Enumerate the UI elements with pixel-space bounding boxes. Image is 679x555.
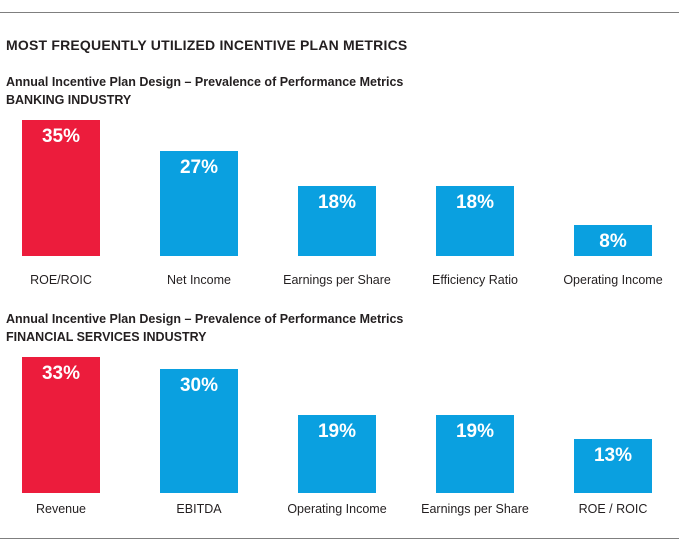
bar-2-5 [574,439,652,493]
value-label-1-1: 35% [42,126,80,147]
bar-2-4 [436,415,514,493]
bottom-divider [0,538,679,539]
value-label-2-5: 13% [594,445,632,466]
chart-2-industry: FINANCIAL SERVICES INDUSTRY [6,330,207,344]
category-label-1-4: Efficiency Ratio [432,273,518,287]
category-label-1-5: Operating Income [563,273,662,287]
chart-2-bars: 33% Revenue 30% EBITDA 19% Operating Income 19… [22,357,652,516]
bar-2-1 [22,357,100,493]
page-title: MOST FREQUENTLY UTILIZED INCENTIVE PLAN … [6,37,408,53]
chart-1-container: 35% ROE/ROIC 27% Net Income 18% Earnings per … [0,120,679,292]
category-label-1-2: Net Income [167,273,231,287]
category-label-2-4: Earnings per Share [421,502,529,516]
value-label-2-2: 30% [180,375,218,396]
bar-1-4 [436,186,514,256]
category-label-2-5: ROE / ROIC [579,502,648,516]
value-label-1-5: 8% [599,231,627,252]
chart-1-title: Annual Incentive Plan Design – Prevalenc… [6,75,404,89]
value-label-1-4: 18% [456,192,494,213]
category-label-2-2: EBITDA [176,502,222,516]
chart-2-container: 33% Revenue 30% EBITDA 19% Operating Income 19… [0,357,679,523]
value-label-1-3: 18% [318,192,356,213]
bar-2-3 [298,415,376,493]
category-label-2-3: Operating Income [287,502,386,516]
bar-1-3 [298,186,376,256]
chart-2-title: Annual Incentive Plan Design – Prevalenc… [6,312,404,326]
value-label-2-4: 19% [456,421,494,442]
bar-1-2 [160,151,238,256]
bar-1-5 [574,225,652,256]
chart-1-industry: BANKING INDUSTRY [6,93,132,107]
bar-2-2 [160,369,238,493]
value-label-2-3: 19% [318,421,356,442]
value-label-1-2: 27% [180,157,218,178]
top-divider [0,12,679,13]
category-label-2-1: Revenue [36,502,86,516]
bar-1-1 [22,120,100,256]
category-label-1-3: Earnings per Share [283,273,391,287]
chart-1-bars: 35% ROE/ROIC 27% Net Income 18% Earnings per … [22,120,663,287]
category-label-1-1: ROE/ROIC [30,273,92,287]
value-label-2-1: 33% [42,363,80,384]
